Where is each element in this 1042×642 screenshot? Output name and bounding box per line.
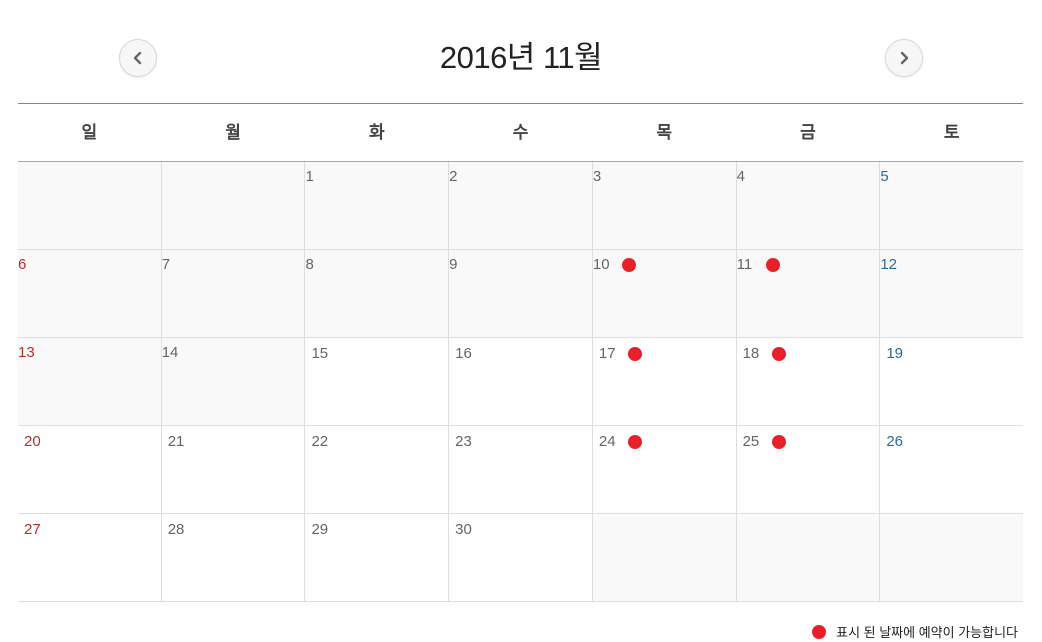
day-number: 29 [311,521,329,538]
calendar-day-29[interactable]: 29 [304,514,449,601]
calendar-day-26[interactable]: 26 [879,426,1024,513]
day-number: 14 [161,344,179,361]
calendar-day-17[interactable]: 17 [591,338,736,425]
calendar-day-9[interactable]: 9 [448,250,592,337]
day-number: 30 [455,521,472,538]
day-number: 11 [736,256,753,273]
day-number: 23 [455,433,472,450]
calendar-day-5[interactable]: 5 [879,162,1024,249]
available-dot-icon [771,347,786,361]
calendar-weeks: 1 2 3 4 5 6 7 8 9 10 11 12 13 14 15 16 17 18 19 20 21 22 23 24 2… [18,162,1024,602]
calendar-day-30[interactable]: 30 [448,514,592,601]
chevron-left-icon [133,51,142,65]
calendar-day-6[interactable]: 6 [18,250,161,337]
weekday-tue: 화 [304,104,448,161]
day-number: 9 [449,256,458,273]
calendar-week: 27 28 29 30 [18,514,1024,602]
weekday-mon: 월 [160,104,305,161]
weekday-thu: 목 [591,104,736,161]
calendar-day-14[interactable]: 14 [160,338,305,425]
available-dot-icon [621,258,636,272]
day-number: 12 [880,256,897,273]
day-number: 8 [305,256,314,273]
calendar-day-19[interactable]: 19 [879,338,1024,425]
day-number: 17 [598,345,616,362]
weekday-sat: 토 [879,104,1023,161]
calendar-day-10[interactable]: 10 [591,250,736,337]
calendar-empty-cell [160,162,305,249]
day-number: 24 [598,433,616,450]
calendar-day-22[interactable]: 22 [304,426,449,513]
calendar-day-18[interactable]: 18 [735,338,880,425]
next-month-button[interactable] [885,39,923,77]
day-number: 5 [880,168,889,185]
calendar-day-21[interactable]: 21 [160,426,305,513]
prev-month-button[interactable] [119,39,157,77]
calendar-empty-cell [18,162,161,249]
calendar-day-23[interactable]: 23 [448,426,592,513]
available-dot-icon [627,435,642,449]
available-dot-icon [627,347,642,361]
calendar-day-16[interactable]: 16 [448,338,592,425]
day-number: 1 [305,168,314,185]
chevron-right-icon [900,51,909,65]
day-number: 25 [742,433,760,450]
calendar-day-2[interactable]: 2 [448,162,592,249]
calendar-empty-cell [591,514,736,601]
calendar-week: 13 14 15 16 17 18 19 [18,338,1024,426]
day-number: 15 [311,345,329,362]
weekday-sun: 일 [81,123,98,142]
calendar-grid: 일 월 화 수 목 금 토 1 2 3 4 5 6 7 8 9 10 11 12 13 14 15 16 17 1… [18,103,1024,602]
calendar-week: 1 2 3 4 5 [18,162,1024,250]
day-number: 13 [18,344,35,361]
legend-text: 표시 된 날짜에 예약이 가능합니다 [836,625,1018,640]
month-title: 2016년 11월 [439,40,603,75]
calendar-day-3[interactable]: 3 [591,162,736,249]
calendar-day-15[interactable]: 15 [304,338,449,425]
weekday-fri: 금 [735,104,880,161]
day-number: 19 [886,345,903,362]
weekday-wed: 수 [448,104,592,161]
day-number: 16 [455,345,472,362]
calendar-day-27[interactable]: 27 [18,514,161,601]
day-number: 20 [24,433,41,450]
calendar-day-8[interactable]: 8 [304,250,449,337]
calendar-day-1[interactable]: 1 [304,162,449,249]
day-number: 2 [449,168,458,185]
calendar-day-24[interactable]: 24 [591,426,736,513]
day-number: 26 [886,433,903,450]
day-number: 7 [161,256,171,273]
calendar-day-12[interactable]: 12 [879,250,1024,337]
day-number: 28 [167,521,185,538]
legend: 표시 된 날짜에 예약이 가능합니다 [812,622,1018,641]
available-dot-icon [812,624,827,639]
calendar-day-20[interactable]: 20 [18,426,161,513]
available-dot-icon [765,258,780,272]
day-number: 18 [742,345,760,362]
calendar-day-11[interactable]: 11 [735,250,880,337]
calendar-empty-cell [735,514,880,601]
available-dot-icon [771,435,786,449]
calendar-day-7[interactable]: 7 [160,250,305,337]
calendar-day-28[interactable]: 28 [160,514,305,601]
weekday-header: 일 월 화 수 목 금 토 [18,103,1023,162]
calendar-day-13[interactable]: 13 [18,338,161,425]
day-number: 10 [592,256,610,273]
calendar-day-25[interactable]: 25 [735,426,880,513]
day-number: 22 [311,433,329,450]
calendar-empty-cell [879,514,1024,601]
calendar-day-4[interactable]: 4 [735,162,880,249]
day-number: 21 [167,433,185,450]
day-number: 4 [736,168,745,185]
day-number: 6 [18,256,27,273]
day-number: 3 [592,168,602,185]
day-number: 27 [24,521,41,538]
calendar-week: 6 7 8 9 10 11 12 [18,250,1024,338]
calendar-week: 20 21 22 23 24 25 26 [18,426,1024,514]
